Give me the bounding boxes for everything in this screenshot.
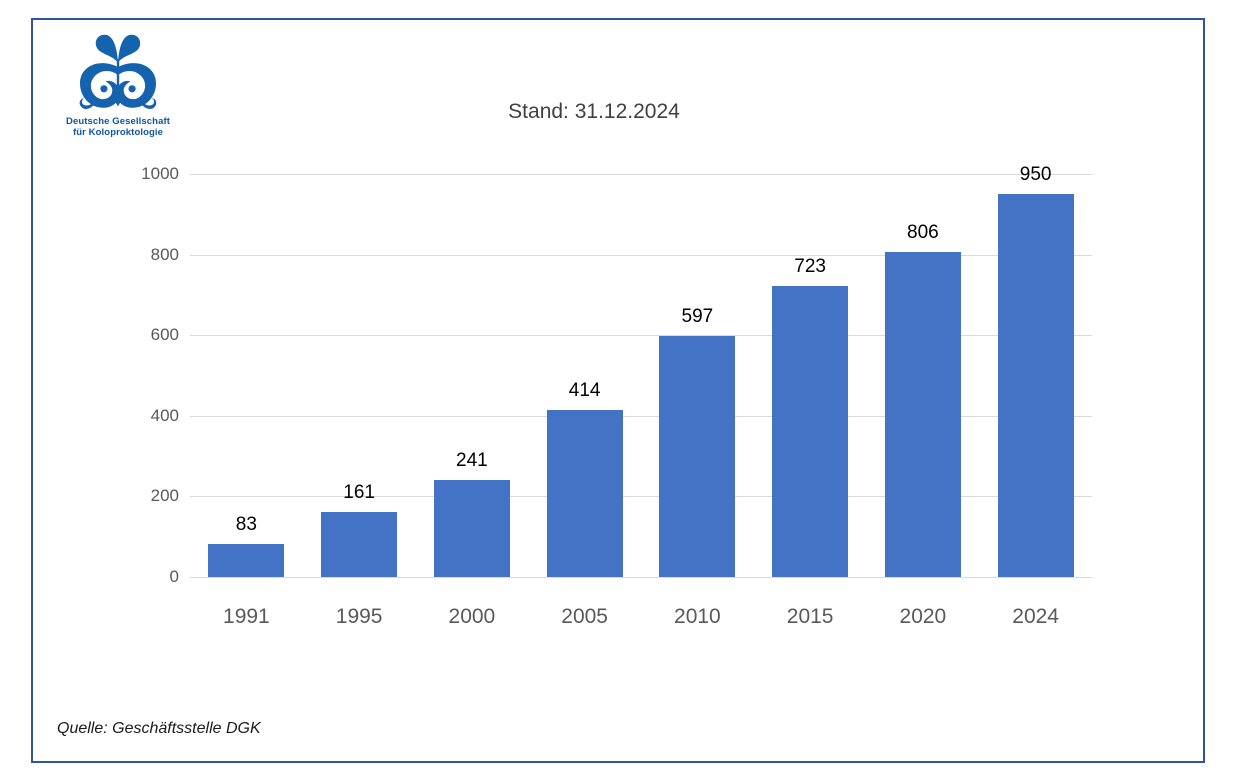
- bar-value-label-1991: 83: [235, 513, 257, 535]
- bar-value-label-2015: 723: [794, 255, 826, 277]
- org-name-line2: für Koloproktologie: [72, 127, 164, 139]
- x-axis-category-label-1991: 1991: [223, 605, 270, 628]
- bar-value-label-1995: 161: [343, 482, 375, 504]
- slide-frame: Deutsche Gesellschaft für Koloproktologi…: [31, 18, 1205, 763]
- bar-2015: [772, 285, 849, 577]
- x-axis-category-label-2024: 2024: [1012, 605, 1059, 628]
- y-axis-tick-label: 0: [169, 567, 179, 586]
- bar-value-label-2020: 806: [907, 222, 939, 244]
- org-name-line1: Deutsche Gesellschaft: [65, 116, 170, 127]
- x-axis-category-label-2015: 2015: [786, 605, 834, 628]
- org-logo: Deutsche Gesellschaft für Koloproktologi…: [53, 32, 183, 139]
- gridline-200: [190, 496, 1092, 498]
- bar-chart: 0 200 400 600 800 1000 83 1991 161 1995 241 2000 414…: [33, 20, 1203, 761]
- gridline-1000: [190, 174, 1092, 175]
- x-axis-category-label-1995: 1995: [335, 605, 383, 628]
- bar-2010: [659, 336, 736, 577]
- gridline-0: [190, 577, 1092, 578]
- y-axis-tick-label: 400: [150, 405, 179, 425]
- x-axis-category-label-2005: 2005: [561, 605, 608, 628]
- source-note: Quelle: Geschäftsstelle DGK: [57, 720, 261, 737]
- chart-title: Stand: 31.12.2024: [508, 100, 680, 123]
- x-axis-category-label-2000: 2000: [448, 605, 496, 628]
- bar-2020: [884, 252, 961, 577]
- gridline-600: [190, 335, 1092, 337]
- bar-value-label-2005: 414: [568, 380, 601, 402]
- bar-value-label-2000: 241: [456, 449, 488, 471]
- bar-1995: [321, 512, 398, 577]
- y-axis-tick-label: 200: [150, 486, 179, 506]
- x-axis-category-label-2010: 2010: [674, 605, 721, 628]
- bar-2000: [433, 479, 510, 577]
- y-axis-tick-label: 1000: [141, 164, 179, 183]
- x-axis-category-label-2020: 2020: [899, 605, 947, 628]
- bar-2005: [546, 410, 623, 577]
- gridline-800: [190, 254, 1092, 256]
- y-axis-tick-label: 600: [150, 325, 179, 345]
- y-axis-tick-label: 800: [150, 244, 179, 264]
- gridline-400: [190, 415, 1092, 417]
- bar-value-label-2010: 597: [681, 306, 714, 328]
- bar-value-label-2024: 950: [1019, 164, 1052, 186]
- bar-2024: [997, 194, 1074, 577]
- bar-1991: [208, 543, 285, 577]
- dgk-emblem-icon: [79, 34, 157, 109]
